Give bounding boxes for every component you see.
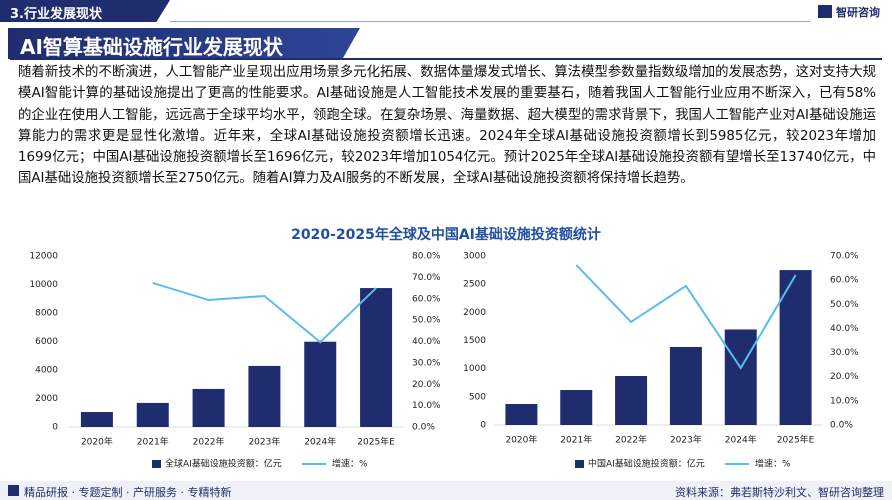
- y-tick-label: 10000: [29, 280, 58, 290]
- y-tick-label: 8000: [35, 309, 58, 319]
- y2-tick-label: 70.0%: [830, 252, 859, 262]
- y2-tick-label: 30.0%: [830, 348, 859, 358]
- x-tick-label: 2020年: [505, 434, 537, 446]
- y2-tick-label: 0.0%: [830, 421, 853, 431]
- section-label: 3.行业发展现状: [10, 7, 102, 22]
- y2-tick-label: 70.0%: [412, 273, 441, 283]
- x-tick-label: 2020年: [81, 436, 113, 448]
- y-tick-label: 2000: [35, 394, 58, 404]
- bar: [304, 341, 337, 427]
- title-rule: [10, 58, 882, 60]
- bar: [779, 270, 812, 425]
- y-tick-label: 6000: [35, 337, 58, 347]
- section-ribbon: [0, 0, 170, 22]
- footer-icon: [8, 485, 19, 496]
- bar: [360, 288, 393, 427]
- x-tick-label: 2024年: [725, 434, 757, 446]
- legend-label: 增速：%: [332, 458, 368, 470]
- x-tick-label: 2021年: [560, 434, 592, 446]
- footer-source: 资料来源：弗若斯特沙利文、智研咨询整理: [675, 486, 884, 499]
- bar: [136, 402, 169, 427]
- bar: [248, 365, 281, 427]
- x-tick-label: 2024年: [304, 436, 336, 448]
- y2-tick-label: 50.0%: [830, 300, 859, 310]
- y2-tick-label: 20.0%: [830, 372, 859, 382]
- growth-line: [152, 281, 377, 344]
- figure-title: 2020-2025年全球及中国AI基础设施投资额统计: [291, 227, 601, 243]
- y2-tick-label: 80.0%: [412, 252, 441, 262]
- brand-icon: [818, 5, 832, 18]
- x-tick-label: 2025年E: [357, 436, 395, 448]
- growth-line: [575, 264, 797, 370]
- legend-label: 增速：%: [755, 458, 791, 470]
- bar: [724, 329, 757, 425]
- y-tick-label: 3000: [463, 252, 486, 262]
- x-tick-label: 2023年: [248, 436, 280, 448]
- y2-tick-label: 60.0%: [412, 294, 441, 304]
- y2-tick-label: 10.0%: [830, 396, 859, 406]
- footer-bar: [0, 481, 892, 500]
- x-tick-label: 2025年E: [777, 434, 815, 446]
- y-tick-label: 4000: [35, 366, 58, 376]
- bar: [669, 346, 702, 425]
- bar: [192, 388, 225, 427]
- y2-tick-label: 30.0%: [412, 358, 441, 368]
- y-tick-label: 12000: [29, 252, 58, 262]
- bar: [80, 412, 113, 427]
- y-tick-label: 1000: [463, 364, 486, 374]
- y2-tick-label: 50.0%: [412, 316, 441, 326]
- x-tick-label: 2022年: [193, 436, 225, 448]
- bar: [615, 375, 648, 425]
- paragraph: 随着新技术的不断演进，人工智能产业呈现出应用场景多元化拓展、数据体量爆发式增长、…: [18, 65, 876, 187]
- legend-swatch: [575, 460, 584, 468]
- bar: [505, 403, 538, 425]
- header-rule: [170, 21, 810, 22]
- bar: [560, 390, 593, 425]
- y-tick-label: 0: [52, 423, 58, 433]
- brand: 智研咨询: [836, 6, 880, 19]
- legend-swatch: [152, 460, 161, 468]
- y2-tick-label: 20.0%: [412, 380, 441, 390]
- x-tick-label: 2021年: [137, 436, 169, 448]
- title-banner: [8, 28, 360, 59]
- legend-label: 中国AI基础设施投资额：亿元: [588, 458, 705, 470]
- legend-label: 全球AI基础设施投资额：亿元: [165, 458, 282, 470]
- y2-tick-label: 0.0%: [412, 423, 435, 433]
- x-tick-label: 2022年: [615, 434, 647, 446]
- x-tick-label: 2023年: [670, 434, 702, 446]
- footer-services: 精品研报 · 专题定制 · 产研服务 · 专精特新: [24, 486, 232, 499]
- y2-tick-label: 40.0%: [830, 324, 859, 334]
- y-tick-label: 0: [480, 421, 486, 431]
- y2-tick-label: 40.0%: [412, 337, 441, 347]
- y-tick-label: 2000: [463, 308, 486, 318]
- y-tick-label: 500: [469, 392, 486, 402]
- y2-tick-label: 10.0%: [412, 401, 441, 411]
- y-tick-label: 2500: [463, 280, 486, 290]
- y2-tick-label: 60.0%: [830, 276, 859, 286]
- y-tick-label: 1500: [463, 336, 486, 346]
- page-title: AI智算基础设施行业发展现状: [20, 35, 283, 59]
